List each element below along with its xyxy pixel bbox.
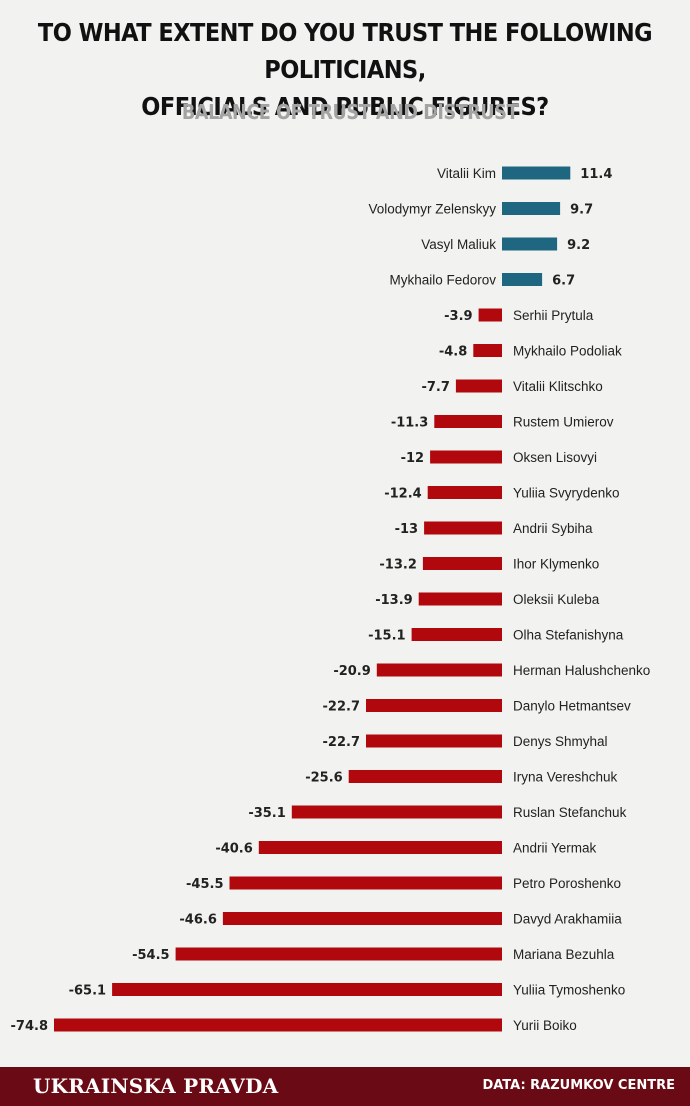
footer-bar: UKRAINSKA PRAVDA DATA: RAZUMKOV CENTRE bbox=[0, 1067, 690, 1106]
bar-5 bbox=[478, 308, 502, 322]
category-label-18: Iryna Vereshchuk bbox=[513, 770, 618, 785]
bar-16 bbox=[366, 699, 502, 712]
value-label-1: 11.4 bbox=[580, 167, 612, 182]
value-label-23: -54.5 bbox=[132, 948, 169, 963]
bar-18 bbox=[348, 770, 502, 783]
chart-subtitle: BALANCE OF TRUST AND DISTRUST bbox=[181, 100, 519, 124]
value-label-17: -22.7 bbox=[323, 735, 360, 750]
value-label-5: -3.9 bbox=[444, 309, 472, 324]
category-label-19: Ruslan Stefanchuk bbox=[513, 805, 627, 820]
category-label-20: Andrii Yermak bbox=[513, 841, 597, 856]
bar-3 bbox=[502, 237, 558, 251]
data-source: DATA: RAZUMKOV CENTRE bbox=[482, 1078, 675, 1093]
category-label-6: Mykhailo Podoliak bbox=[513, 344, 622, 359]
value-label-13: -13.9 bbox=[375, 593, 412, 608]
bar-11 bbox=[424, 521, 502, 535]
bar-8 bbox=[434, 415, 502, 428]
bar-22 bbox=[222, 912, 502, 925]
category-label-11: Andrii Sybiha bbox=[513, 521, 593, 536]
bar-chart: 11.4 Vitalii Kim 9.7 Volodymyr Zelenskyy 9.2… bbox=[11, 166, 651, 1034]
value-label-14: -15.1 bbox=[368, 629, 405, 644]
value-label-8: -11.3 bbox=[391, 416, 428, 431]
category-label-15: Herman Halushchenko bbox=[513, 663, 650, 678]
value-label-4: 6.7 bbox=[552, 274, 575, 289]
value-label-18: -25.6 bbox=[305, 771, 342, 786]
category-label-5: Serhii Prytula bbox=[513, 308, 594, 323]
category-label-22: Davyd Arakhamiia bbox=[513, 912, 622, 927]
category-label-13: Oleksii Kuleba bbox=[513, 592, 600, 607]
value-label-16: -22.7 bbox=[323, 700, 360, 715]
value-label-11: -13 bbox=[395, 522, 419, 537]
category-label-3: Vasyl Maliuk bbox=[421, 237, 496, 252]
bar-10 bbox=[427, 486, 502, 499]
bar-19 bbox=[291, 805, 502, 819]
value-label-20: -40.6 bbox=[215, 842, 252, 857]
category-label-17: Denys Shmyhal bbox=[513, 734, 608, 749]
bar-4 bbox=[502, 273, 543, 286]
category-label-23: Mariana Bezuhla bbox=[513, 947, 615, 962]
value-label-25: -74.8 bbox=[11, 1019, 48, 1034]
value-label-22: -46.6 bbox=[179, 913, 216, 928]
bar-23 bbox=[175, 947, 502, 961]
category-label-9: Oksen Lisovyi bbox=[513, 450, 597, 465]
bar-12 bbox=[422, 557, 502, 570]
brand-logo: UKRAINSKA PRAVDA bbox=[33, 1074, 279, 1098]
chart-title: TO WHAT EXTENT DO YOU TRUST THE FOLLOWIN… bbox=[35, 14, 656, 125]
category-label-21: Petro Poroshenko bbox=[513, 876, 621, 891]
bar-13 bbox=[418, 592, 502, 606]
bar-15 bbox=[376, 663, 502, 677]
bar-6 bbox=[473, 344, 502, 357]
bar-1 bbox=[502, 166, 571, 180]
value-label-21: -45.5 bbox=[186, 877, 223, 892]
value-label-6: -4.8 bbox=[439, 345, 467, 360]
category-label-10: Yuliia Svyrydenko bbox=[513, 486, 620, 501]
category-label-14: Olha Stefanishyna bbox=[513, 628, 624, 643]
category-label-16: Danylo Hetmantsev bbox=[513, 699, 631, 714]
bar-14 bbox=[411, 628, 502, 641]
chart-title-line-1: TO WHAT EXTENT DO YOU TRUST THE FOLLOWIN… bbox=[37, 18, 653, 84]
category-label-4: Mykhailo Fedorov bbox=[389, 273, 496, 288]
category-label-12: Ihor Klymenko bbox=[513, 557, 599, 572]
value-label-12: -13.2 bbox=[379, 558, 416, 573]
value-label-10: -12.4 bbox=[384, 487, 421, 502]
category-label-7: Vitalii Klitschko bbox=[513, 379, 603, 394]
bar-21 bbox=[229, 876, 502, 890]
value-label-15: -20.9 bbox=[333, 664, 370, 679]
chart-title-line-2: OFFICIALS AND PUBLIC FIGURES? bbox=[141, 92, 549, 121]
category-label-1: Vitalii Kim bbox=[437, 166, 496, 181]
category-label-24: Yuliia Tymoshenko bbox=[513, 983, 625, 998]
bar-9 bbox=[430, 450, 502, 464]
bar-20 bbox=[258, 841, 502, 854]
category-label-2: Volodymyr Zelenskyy bbox=[368, 202, 496, 217]
bar-24 bbox=[112, 983, 502, 996]
bar-25 bbox=[54, 1018, 502, 1032]
bar-2 bbox=[502, 202, 561, 215]
value-label-3: 9.2 bbox=[567, 238, 590, 253]
value-label-24: -65.1 bbox=[69, 984, 106, 999]
bar-17 bbox=[366, 734, 502, 748]
value-label-19: -35.1 bbox=[248, 806, 285, 821]
bar-7 bbox=[455, 379, 502, 393]
value-label-7: -7.7 bbox=[421, 380, 449, 395]
value-label-9: -12 bbox=[401, 451, 425, 466]
category-label-25: Yurii Boiko bbox=[513, 1018, 577, 1033]
category-label-8: Rustem Umierov bbox=[513, 415, 614, 430]
value-label-2: 9.7 bbox=[570, 203, 593, 218]
